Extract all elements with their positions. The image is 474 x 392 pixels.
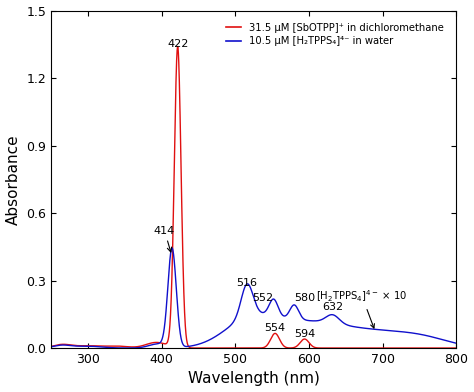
10.5 μM [H₂TPPS₄]⁴⁻ in water [349,324,355,328]
10.5 μM [H₂TPPS₄]⁴⁻ in water [288,306,294,310]
Text: 552: 552 [252,293,273,303]
10.5 μM [H₂TPPS₄]⁴⁻ in water [48,345,54,349]
31.5 μM [SbOTPP]⁺ in dichloromethane [349,346,355,350]
Text: 414: 414 [154,225,175,252]
10.5 μM [H₂TPPS₄]⁴⁻ in water [454,341,459,346]
Text: 516: 516 [237,278,257,288]
Text: 594: 594 [294,328,315,339]
31.5 μM [SbOTPP]⁺ in dichloromethane [288,346,294,350]
X-axis label: Wavelength (nm): Wavelength (nm) [188,372,319,387]
31.5 μM [SbOTPP]⁺ in dichloromethane [175,44,181,49]
31.5 μM [SbOTPP]⁺ in dichloromethane [370,346,376,350]
31.5 μM [SbOTPP]⁺ in dichloromethane [69,343,74,347]
10.5 μM [H₂TPPS₄]⁴⁻ in water [195,342,201,347]
31.5 μM [SbOTPP]⁺ in dichloromethane [454,346,459,350]
31.5 μM [SbOTPP]⁺ in dichloromethane [195,346,201,350]
10.5 μM [H₂TPPS₄]⁴⁻ in water [69,343,74,348]
10.5 μM [H₂TPPS₄]⁴⁻ in water [371,327,376,332]
10.5 μM [H₂TPPS₄]⁴⁻ in water [169,246,175,250]
Text: 422: 422 [167,39,189,49]
Text: 580: 580 [294,294,315,303]
Text: 554: 554 [264,323,286,333]
31.5 μM [SbOTPP]⁺ in dichloromethane [306,340,311,345]
Line: 31.5 μM [SbOTPP]⁺ in dichloromethane: 31.5 μM [SbOTPP]⁺ in dichloromethane [51,47,456,348]
Legend: 31.5 μM [SbOTPP]⁺ in dichloromethane, 10.5 μM [H₂TPPS₄]⁴⁻ in water: 31.5 μM [SbOTPP]⁺ in dichloromethane, 10… [221,19,447,51]
Text: [H$_2$TPPS$_4$]$^{4-}$ $\times$ 10: [H$_2$TPPS$_4$]$^{4-}$ $\times$ 10 [316,289,408,328]
Y-axis label: Absorbance: Absorbance [6,134,20,225]
10.5 μM [H₂TPPS₄]⁴⁻ in water [125,346,130,350]
31.5 μM [SbOTPP]⁺ in dichloromethane [48,344,54,349]
Text: 632: 632 [322,303,343,312]
10.5 μM [H₂TPPS₄]⁴⁻ in water [306,318,311,323]
Line: 10.5 μM [H₂TPPS₄]⁴⁻ in water: 10.5 μM [H₂TPPS₄]⁴⁻ in water [51,248,456,348]
